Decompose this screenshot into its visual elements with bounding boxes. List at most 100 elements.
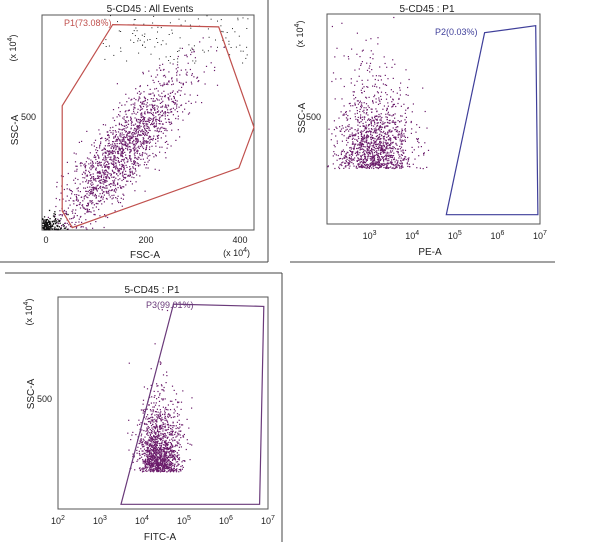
event-point [344, 155, 347, 157]
event-point [101, 166, 103, 168]
event-point [134, 157, 136, 159]
event-point [360, 166, 362, 168]
event-point [165, 112, 167, 114]
event-point [104, 172, 106, 174]
event-point [371, 158, 373, 160]
event-point [144, 113, 146, 115]
event-point [96, 190, 98, 192]
event-point [382, 150, 385, 152]
event-point [147, 161, 149, 163]
event-point [356, 154, 358, 156]
event-point [399, 140, 401, 142]
event-point [100, 179, 102, 181]
event-point [133, 97, 135, 99]
event-point [161, 106, 163, 108]
event-point [147, 466, 149, 468]
event-point [92, 166, 94, 168]
event-point [414, 158, 416, 160]
event-point [174, 103, 176, 105]
event-point [367, 79, 369, 81]
event-point [113, 194, 115, 196]
event-point [150, 431, 152, 434]
event-point [380, 166, 382, 168]
event-point [123, 134, 125, 136]
event-point [149, 449, 151, 451]
event-point [152, 453, 154, 455]
event-point [417, 138, 419, 141]
event-point [142, 123, 145, 125]
event-point [180, 82, 182, 84]
event-point [94, 193, 96, 195]
event-point [110, 131, 112, 134]
event-point [384, 133, 386, 135]
event-point [133, 160, 135, 162]
event-point [408, 157, 410, 159]
event-point [101, 192, 104, 195]
event-point [118, 201, 120, 204]
event-point [382, 123, 384, 125]
event-point [161, 470, 163, 472]
event-point [178, 463, 180, 465]
event-point [134, 102, 136, 104]
event-point [175, 461, 177, 463]
event-point [61, 214, 63, 216]
gate-polygon[interactable] [61, 23, 255, 229]
event-point [378, 160, 380, 162]
event-point [349, 128, 351, 130]
event-point [127, 146, 129, 148]
event-point [345, 161, 348, 163]
event-point [360, 64, 362, 66]
event-point [125, 124, 127, 126]
event-point [175, 427, 177, 430]
event-point [85, 175, 87, 177]
event-point [158, 467, 160, 469]
event-point [392, 99, 394, 101]
event-point [367, 131, 369, 133]
event-point [400, 82, 402, 84]
event-point [387, 131, 389, 133]
event-point [361, 139, 363, 141]
event-point [92, 207, 94, 209]
event-point [158, 123, 160, 125]
event-point [137, 138, 139, 140]
event-point [66, 228, 68, 230]
event-point [365, 107, 367, 109]
gate-polygon[interactable] [445, 25, 539, 216]
event-point [83, 164, 85, 166]
event-point [162, 406, 164, 408]
event-point [379, 138, 382, 140]
event-point [327, 165, 329, 167]
event-point [170, 92, 172, 94]
event-point [397, 164, 399, 166]
event-point [142, 461, 144, 463]
event-point [101, 149, 103, 151]
event-point [160, 98, 163, 100]
event-point [153, 442, 155, 444]
event-point [186, 418, 188, 420]
event-point [182, 424, 184, 426]
event-point [394, 113, 396, 115]
event-point [170, 145, 172, 147]
event-point [368, 149, 370, 151]
event-point [125, 147, 127, 149]
event-point [161, 465, 163, 467]
event-point [127, 132, 129, 134]
event-point [365, 167, 367, 169]
gate-polygon[interactable] [120, 303, 265, 505]
event-point [130, 116, 132, 118]
event-point [148, 444, 150, 447]
event-point [380, 113, 382, 115]
event-point [106, 150, 108, 152]
event-point [110, 174, 112, 176]
event-point [376, 138, 378, 140]
event-point [193, 50, 195, 53]
event-point [372, 149, 374, 151]
event-point [357, 100, 359, 102]
event-point [384, 141, 386, 143]
event-point [399, 145, 401, 147]
event-point [377, 157, 379, 159]
event-point [144, 441, 147, 443]
event-point [147, 451, 149, 453]
event-point [122, 178, 125, 180]
event-point [111, 198, 113, 200]
